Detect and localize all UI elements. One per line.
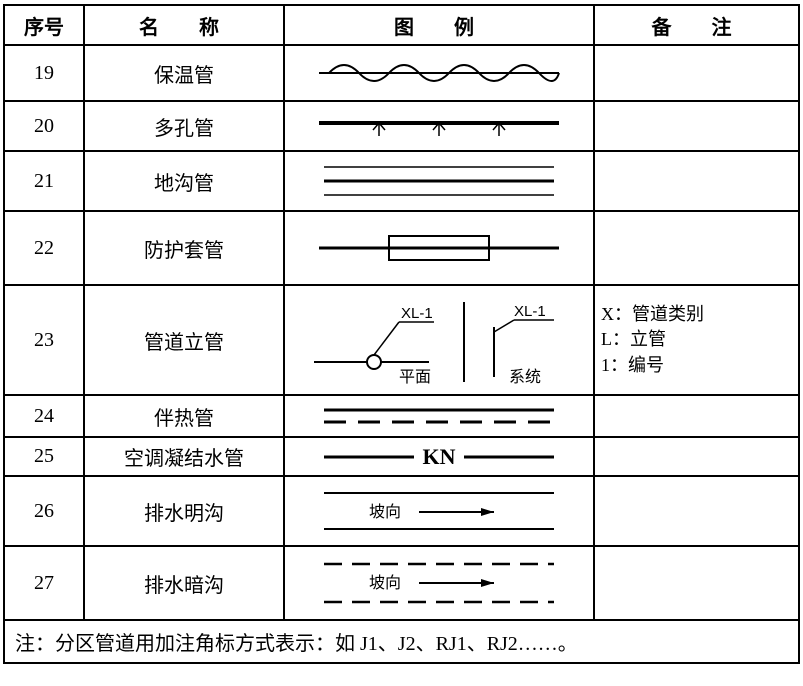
row-note [594, 395, 799, 437]
row-note [594, 211, 799, 285]
row-seq: 27 [4, 546, 84, 620]
symbol-wavy-line [284, 45, 594, 101]
row-name: 空调凝结水管 [84, 437, 284, 476]
riser-right-label: XL-1 [514, 303, 546, 320]
slope-label: 坡向 [369, 574, 401, 592]
col-symbol: 图 例 [284, 5, 594, 45]
row-seq: 20 [4, 101, 84, 151]
table-row: 23 管道立管 XL-1 平面 XL-1 [4, 285, 799, 395]
row-seq: 21 [4, 151, 84, 211]
row-seq: 23 [4, 285, 84, 395]
table-row: 27 排水暗沟 坡向 [4, 546, 799, 620]
row-note [594, 546, 799, 620]
symbol-solid-dash [284, 395, 594, 437]
col-seq: 序号 [4, 5, 84, 45]
col-note: 备 注 [594, 5, 799, 45]
symbol-kn-line: KN [284, 437, 594, 476]
row-seq: 26 [4, 476, 84, 546]
symbol-riser: XL-1 平面 XL-1 系统 [284, 285, 594, 395]
row-seq: 25 [4, 437, 84, 476]
footnote-row: 注：分区管道用加注角标方式表示：如 J1、J2、RJ1、RJ2……。 [4, 620, 799, 663]
table-row: 21 地沟管 [4, 151, 799, 211]
row-name: 防护套管 [84, 211, 284, 285]
row-name: 保温管 [84, 45, 284, 101]
symbol-arrow-line [284, 101, 594, 151]
symbol-double-line [284, 151, 594, 211]
row-name: 地沟管 [84, 151, 284, 211]
pipe-legend-table: 序号 名 称 图 例 备 注 19 保温管 20 多孔管 [3, 4, 800, 664]
header-row: 序号 名 称 图 例 备 注 [4, 5, 799, 45]
row-seq: 24 [4, 395, 84, 437]
row-name: 排水明沟 [84, 476, 284, 546]
kn-label: KN [423, 444, 456, 469]
row-note [594, 476, 799, 546]
row-seq: 22 [4, 211, 84, 285]
col-name: 名 称 [84, 5, 284, 45]
footnote: 注：分区管道用加注角标方式表示：如 J1、J2、RJ1、RJ2……。 [4, 620, 799, 663]
slope-label: 坡向 [369, 503, 401, 521]
row-note [594, 151, 799, 211]
row-name: 排水暗沟 [84, 546, 284, 620]
riser-left-label: XL-1 [401, 305, 433, 322]
row-name: 伴热管 [84, 395, 284, 437]
table-row: 20 多孔管 [4, 101, 799, 151]
row-note [594, 101, 799, 151]
table-row: 26 排水明沟 坡向 [4, 476, 799, 546]
row-note [594, 45, 799, 101]
row-seq: 19 [4, 45, 84, 101]
riser-right-sub: 系统 [509, 368, 541, 386]
riser-left-sub: 平面 [399, 369, 431, 386]
table-row: 19 保温管 [4, 45, 799, 101]
row-name: 多孔管 [84, 101, 284, 151]
symbol-open-ditch: 坡向 [284, 476, 594, 546]
row-name: 管道立管 [84, 285, 284, 395]
symbol-sleeve [284, 211, 594, 285]
table-row: 25 空调凝结水管 KN [4, 437, 799, 476]
table-row: 24 伴热管 [4, 395, 799, 437]
row-note-riser: X：管道类别 L：立管 1：编号 [594, 285, 799, 395]
symbol-covered-ditch: 坡向 [284, 546, 594, 620]
table-row: 22 防护套管 [4, 211, 799, 285]
row-note [594, 437, 799, 476]
